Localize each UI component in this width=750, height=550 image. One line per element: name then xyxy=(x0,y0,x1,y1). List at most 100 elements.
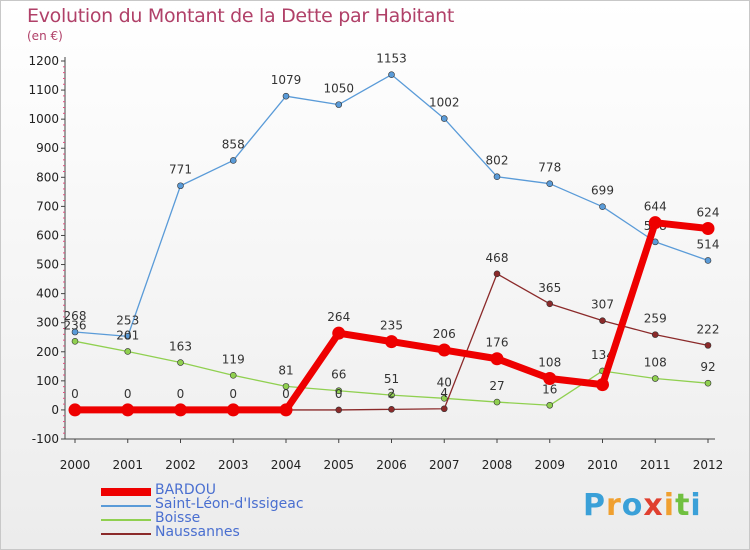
x-tick-label: 2000 xyxy=(60,458,91,472)
data-point xyxy=(124,333,132,340)
data-label: 51 xyxy=(384,372,399,386)
data-label: 858 xyxy=(222,137,245,151)
data-label: 0 xyxy=(124,387,132,401)
data-label: 253 xyxy=(116,313,139,327)
data-label: 66 xyxy=(331,368,346,382)
data-label: 108 xyxy=(538,356,561,370)
data-point xyxy=(177,182,184,190)
data-label: 16 xyxy=(542,382,557,396)
data-label: 0 xyxy=(282,387,290,401)
data-point xyxy=(596,378,609,392)
legend-label: Boisse xyxy=(155,510,201,526)
data-point xyxy=(121,403,135,417)
data-label: 27 xyxy=(489,379,504,393)
x-tick-label: 2007 xyxy=(429,458,460,472)
x-tick-label: 2005 xyxy=(323,458,354,472)
data-point xyxy=(388,406,395,413)
data-label: 1153 xyxy=(376,52,407,66)
x-tick-label: 2011 xyxy=(640,458,671,472)
data-point xyxy=(493,270,501,278)
data-point xyxy=(282,383,290,390)
legend-swatch xyxy=(101,519,151,521)
data-label: 235 xyxy=(380,319,403,333)
data-label: 802 xyxy=(486,154,509,168)
data-point xyxy=(704,379,712,387)
data-label: 365 xyxy=(538,281,561,295)
data-point xyxy=(332,326,346,340)
x-tick-label: 2010 xyxy=(587,458,618,472)
data-point xyxy=(651,375,659,382)
y-tick-label: -100 xyxy=(32,432,59,446)
data-label: 514 xyxy=(697,237,720,251)
data-point xyxy=(493,398,501,406)
data-point xyxy=(493,173,501,181)
y-tick-label: 800 xyxy=(36,170,59,184)
data-point xyxy=(599,317,606,324)
data-point xyxy=(388,391,395,399)
data-label: 0 xyxy=(177,387,185,401)
y-tick-label: 200 xyxy=(36,345,59,359)
data-point xyxy=(704,257,712,264)
data-point xyxy=(651,331,659,338)
data-label: 0 xyxy=(335,387,343,401)
data-label: 222 xyxy=(697,322,720,336)
data-label: 468 xyxy=(486,251,509,265)
data-label: 236 xyxy=(64,318,87,332)
data-point xyxy=(229,157,237,164)
y-tick-label: 1100 xyxy=(28,83,59,97)
y-tick-label: 300 xyxy=(36,316,59,330)
data-point xyxy=(599,203,606,210)
data-point xyxy=(124,348,132,355)
data-label: 259 xyxy=(644,312,667,326)
data-label: 108 xyxy=(644,356,667,370)
y-tick-label: 0 xyxy=(51,403,59,417)
data-label: 624 xyxy=(697,205,720,219)
data-point xyxy=(335,406,343,414)
y-tick-label: 700 xyxy=(36,199,59,213)
data-label: 176 xyxy=(486,336,509,350)
y-tick-label: 1200 xyxy=(28,54,59,68)
data-point xyxy=(71,338,79,345)
data-label: 307 xyxy=(591,298,614,312)
data-point xyxy=(546,401,554,409)
data-label: 1050 xyxy=(323,82,354,96)
data-label: 206 xyxy=(433,327,456,341)
data-point xyxy=(490,352,504,366)
data-point xyxy=(335,101,343,108)
data-label: 81 xyxy=(278,363,293,377)
data-label: 0 xyxy=(229,387,237,401)
legend-swatch xyxy=(101,505,151,507)
data-label: 644 xyxy=(644,200,667,214)
data-point xyxy=(546,180,554,188)
data-label: 119 xyxy=(222,352,245,366)
data-label: 1079 xyxy=(271,73,302,87)
data-point xyxy=(437,343,451,357)
y-tick-label: 400 xyxy=(36,287,59,301)
data-label: 4 xyxy=(440,386,448,400)
data-point xyxy=(226,403,240,417)
data-label: 699 xyxy=(591,184,614,198)
data-point xyxy=(335,387,343,395)
data-label: 163 xyxy=(169,340,192,354)
proxiti-logo: Proxiti xyxy=(583,488,702,523)
data-point xyxy=(385,335,398,349)
legend-label: BARDOU xyxy=(155,482,216,498)
y-tick-label: 600 xyxy=(36,228,59,242)
data-label: 778 xyxy=(538,161,561,175)
data-label: 268 xyxy=(64,309,87,323)
data-point xyxy=(282,92,290,100)
data-point xyxy=(648,216,662,230)
chart-subtitle: (en €) xyxy=(27,29,63,43)
x-tick-label: 2006 xyxy=(376,458,407,472)
x-tick-label: 2012 xyxy=(693,458,724,472)
data-label: 1002 xyxy=(429,96,460,110)
data-label: 0 xyxy=(71,387,79,401)
data-point xyxy=(546,300,554,308)
x-tick-label: 2008 xyxy=(482,458,513,472)
data-point xyxy=(279,403,293,417)
data-point xyxy=(440,394,448,402)
data-point xyxy=(704,342,712,349)
data-label: 264 xyxy=(327,310,350,324)
